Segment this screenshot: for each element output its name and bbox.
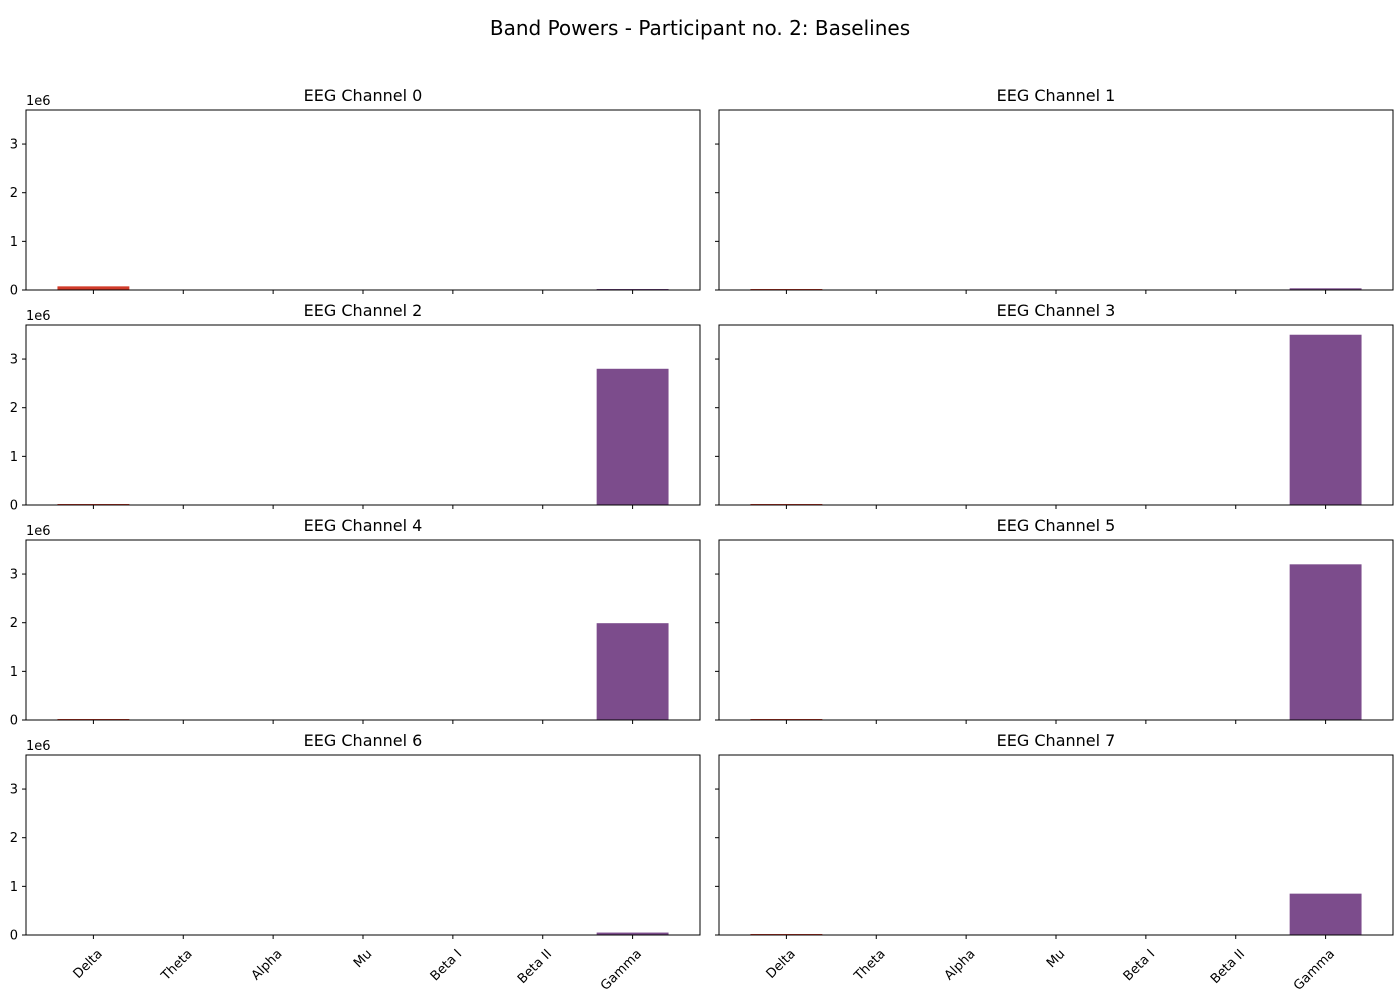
- subplot-grid: EEG Channel 0 0 1 2 3 1e6 EEG Channel 1 EEG Cha…: [10, 86, 1394, 994]
- subplot-title: EEG Channel 0: [304, 86, 423, 105]
- axes-frame: [25, 539, 701, 721]
- y-tick-label: 0: [10, 499, 18, 514]
- y-tick-label: 2: [10, 616, 18, 631]
- subplot-title: EEG Channel 4: [304, 516, 423, 535]
- axes-frame: [718, 539, 1394, 721]
- y-axis-offset-label: 1e6: [26, 739, 51, 754]
- x-tick-label-alpha: Alpha: [942, 947, 979, 984]
- y-tick-label: 1: [10, 665, 18, 680]
- bar-gamma: [1289, 564, 1362, 720]
- axes-frame: [718, 109, 1394, 291]
- x-tick-label-mu: Mu: [351, 947, 375, 971]
- bar-gamma: [1289, 893, 1362, 935]
- x-tick-label-mu: Mu: [1044, 947, 1068, 971]
- x-tick-label-beta-ii: Beta II: [1208, 947, 1248, 987]
- x-tick-label-theta: Theta: [158, 947, 196, 985]
- subplot-channel-5: EEG Channel 5: [715, 516, 1394, 724]
- x-tick-label-gamma: Gamma: [1291, 947, 1338, 994]
- x-tick-label-beta-ii: Beta II: [515, 947, 555, 987]
- subplot-channel-3: EEG Channel 3: [715, 301, 1394, 509]
- bar-gamma: [596, 368, 669, 505]
- axes-frame: [718, 754, 1394, 936]
- x-tick-label-theta: Theta: [851, 947, 889, 985]
- y-tick-label: 0: [10, 284, 18, 299]
- subplot-channel-4: EEG Channel 4 0 1 2 3 1e6: [10, 516, 701, 729]
- bar-gamma: [596, 623, 669, 720]
- x-tick-label-gamma: Gamma: [598, 947, 645, 994]
- y-tick-label: 2: [10, 401, 18, 416]
- axes-frame: [25, 324, 701, 506]
- x-tick-label-beta-i: Beta I: [1121, 947, 1158, 984]
- subplot-title: EEG Channel 6: [304, 731, 423, 750]
- y-tick-label: 1: [10, 450, 18, 465]
- y-axis-offset-label: 1e6: [26, 94, 51, 109]
- y-tick-label: 2: [10, 831, 18, 846]
- bar-gamma: [1289, 334, 1362, 505]
- y-tick-label: 0: [10, 929, 18, 944]
- y-axis-offset-label: 1e6: [26, 309, 51, 324]
- subplot-title: EEG Channel 2: [304, 301, 423, 320]
- subplot-channel-0: EEG Channel 0 0 1 2 3 1e6: [10, 86, 701, 299]
- subplot-channel-2: EEG Channel 2 0 1 2 3 1e6: [10, 301, 701, 514]
- subplot-title: EEG Channel 5: [997, 516, 1116, 535]
- x-tick-label-delta: Delta: [764, 947, 799, 982]
- y-tick-label: 3: [10, 568, 18, 583]
- subplot-title: EEG Channel 3: [997, 301, 1116, 320]
- y-axis-offset-label: 1e6: [26, 524, 51, 539]
- axes-frame: [25, 754, 701, 936]
- bar-gamma: [596, 932, 669, 935]
- y-tick-label: 0: [10, 714, 18, 729]
- subplot-channel-1: EEG Channel 1: [715, 86, 1394, 294]
- bar-delta: [57, 286, 130, 290]
- figure-title: Band Powers - Participant no. 2: Baselin…: [490, 16, 910, 40]
- y-tick-label: 2: [10, 186, 18, 201]
- subplot-title: EEG Channel 7: [997, 731, 1116, 750]
- y-tick-label: 3: [10, 138, 18, 153]
- subplot-title: EEG Channel 1: [997, 86, 1116, 105]
- axes-frame: [718, 324, 1394, 506]
- x-tick-label-beta-i: Beta I: [428, 947, 465, 984]
- x-tick-label-alpha: Alpha: [249, 947, 286, 984]
- subplot-channel-6: EEG Channel 6 0 1 2 3 1e6 Delta Theta Alpha Mu Bet…: [10, 731, 701, 994]
- axes-frame: [25, 109, 701, 291]
- y-tick-label: 3: [10, 353, 18, 368]
- y-tick-label: 3: [10, 783, 18, 798]
- x-tick-label-delta: Delta: [71, 947, 106, 982]
- y-tick-label: 1: [10, 235, 18, 250]
- y-tick-label: 1: [10, 880, 18, 895]
- subplot-channel-7: EEG Channel 7 Delta Theta Alpha Mu Beta I Beta…: [715, 731, 1394, 994]
- bar-gamma: [1289, 288, 1362, 290]
